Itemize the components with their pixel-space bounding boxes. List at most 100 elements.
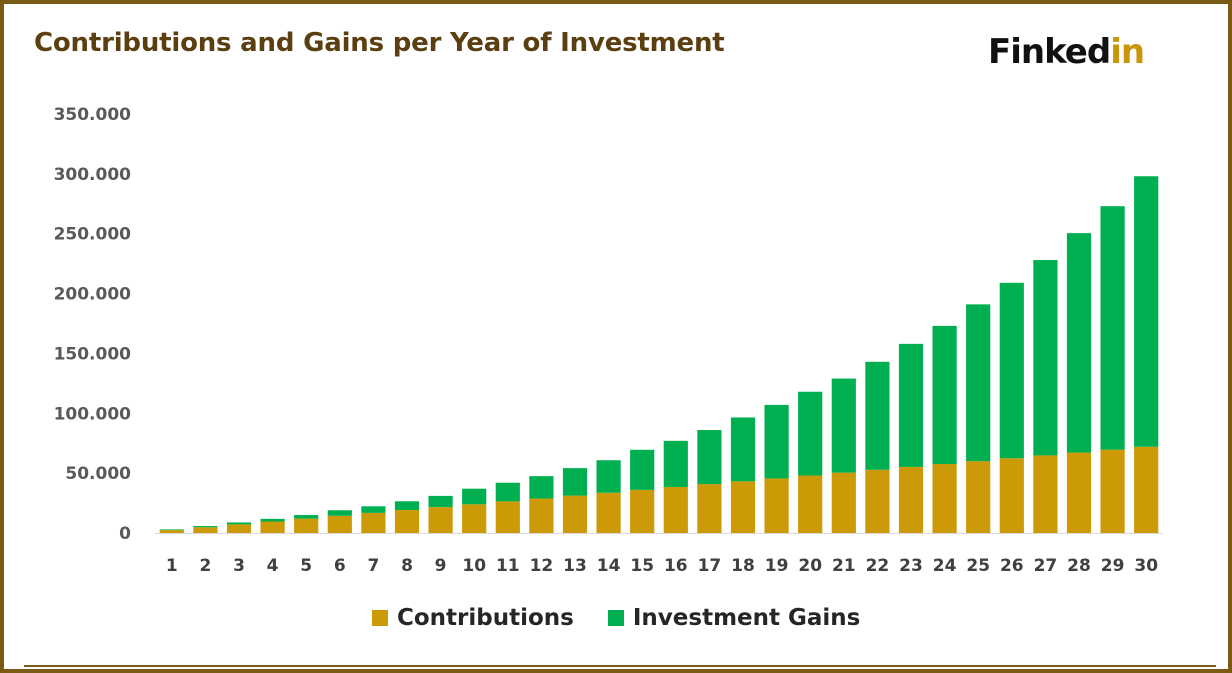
y-tick-label: 200.000	[54, 285, 132, 305]
bar-contributions	[495, 501, 520, 533]
x-tick-label: 1	[166, 556, 178, 576]
bar-contributions	[798, 475, 823, 533]
chart-legend: Contributions Investment Gains	[372, 605, 894, 631]
bar-contributions	[294, 518, 319, 533]
bar-contributions	[193, 527, 218, 533]
bar-investment-gains	[630, 449, 655, 490]
legend-swatch-investment-gains	[607, 610, 624, 626]
bar-contributions	[1066, 452, 1092, 533]
bar-investment-gains	[159, 529, 184, 531]
bar-investment-gains	[1066, 233, 1092, 453]
bar-investment-gains	[663, 440, 688, 488]
bar-investment-gains	[898, 343, 924, 467]
bar-investment-gains	[394, 501, 420, 511]
bar-contributions	[697, 484, 722, 533]
bar-investment-gains	[831, 378, 856, 473]
y-tick-label: 100.000	[54, 404, 132, 424]
bar-investment-gains	[1134, 176, 1159, 447]
bar-contributions	[596, 492, 621, 533]
logo-text-accent: in	[1110, 32, 1145, 72]
bar-contributions	[966, 461, 991, 533]
x-tick-label: 16	[664, 556, 688, 576]
bar-investment-gains	[697, 430, 722, 485]
x-tick-label: 29	[1101, 556, 1125, 576]
x-tick-label: 4	[267, 556, 279, 576]
bar-investment-gains	[1100, 206, 1125, 450]
x-tick-label: 27	[1034, 556, 1058, 576]
bar-contributions	[865, 469, 890, 533]
bar-contributions	[327, 515, 352, 533]
bar-investment-gains	[193, 526, 218, 528]
bar-investment-gains	[462, 488, 487, 505]
x-tick-label: 23	[899, 556, 923, 576]
bar-investment-gains	[1033, 260, 1058, 456]
x-tick-label: 13	[563, 556, 587, 576]
bar-contributions	[831, 472, 856, 533]
x-tick-label: 7	[367, 556, 379, 576]
legend-label-contributions: Contributions	[397, 605, 574, 631]
y-tick-label: 0	[119, 524, 131, 544]
bar-investment-gains	[596, 460, 621, 493]
bar-contributions	[260, 521, 285, 533]
bar-contributions	[394, 510, 420, 533]
x-tick-label: 9	[435, 556, 447, 576]
bar-contributions	[730, 481, 756, 533]
frame-bottom-line	[24, 665, 1216, 667]
chart-title: Contributions and Gains per Year of Inve…	[34, 28, 725, 58]
bar-contributions	[1100, 449, 1125, 533]
y-tick-label: 300.000	[54, 165, 132, 185]
y-tick-label: 150.000	[54, 344, 132, 364]
bar-investment-gains	[966, 304, 991, 462]
bar-contributions	[764, 478, 789, 533]
bar-investment-gains	[428, 495, 453, 508]
bar-investment-gains	[327, 510, 352, 516]
x-tick-label: 22	[866, 556, 890, 576]
bar-investment-gains	[562, 468, 588, 496]
bar-contributions	[1033, 455, 1058, 533]
bar-contributions	[361, 512, 386, 533]
x-tick-label: 18	[731, 556, 755, 576]
bar-investment-gains	[361, 506, 386, 513]
legend-item-investment-gains: Investment Gains	[607, 605, 860, 631]
y-tick-label: 250.000	[54, 225, 132, 245]
x-tick-label: 24	[933, 556, 957, 576]
bar-contributions	[999, 458, 1024, 533]
bar-investment-gains	[999, 282, 1024, 459]
x-tick-label: 26	[1000, 556, 1024, 576]
x-tick-label: 5	[300, 556, 312, 576]
bar-investment-gains	[730, 417, 756, 482]
x-tick-label: 19	[765, 556, 789, 576]
x-tick-label: 2	[199, 556, 211, 576]
logo-text-main: Finked	[988, 32, 1111, 72]
bar-contributions	[159, 530, 184, 533]
bar-investment-gains	[798, 391, 823, 476]
bar-investment-gains	[495, 482, 520, 502]
x-tick-label: 25	[966, 556, 990, 576]
y-tick-label: 50.000	[65, 464, 131, 484]
bar-contributions	[630, 489, 655, 533]
x-tick-label: 15	[630, 556, 654, 576]
x-tick-label: 8	[401, 556, 413, 576]
bar-contributions	[932, 464, 957, 533]
bar-investment-gains	[764, 404, 789, 479]
x-tick-label: 30	[1134, 556, 1158, 576]
brand-logo: Finkedin	[988, 32, 1145, 72]
bar-contributions	[529, 498, 554, 533]
bar-investment-gains	[260, 518, 285, 522]
bar-contributions	[898, 466, 924, 533]
x-tick-label: 12	[530, 556, 554, 576]
x-tick-label: 6	[334, 556, 346, 576]
y-tick-label: 350.000	[54, 105, 132, 125]
bar-investment-gains	[932, 325, 957, 465]
bar-investment-gains	[226, 522, 252, 525]
x-tick-label: 21	[832, 556, 856, 576]
bar-contributions	[663, 487, 688, 533]
bar-investment-gains	[529, 476, 554, 499]
x-tick-label: 3	[233, 556, 245, 576]
x-tick-label: 14	[597, 556, 621, 576]
bar-contributions	[1134, 446, 1159, 533]
bar-investment-gains	[865, 361, 890, 470]
bar-contributions	[562, 495, 588, 533]
